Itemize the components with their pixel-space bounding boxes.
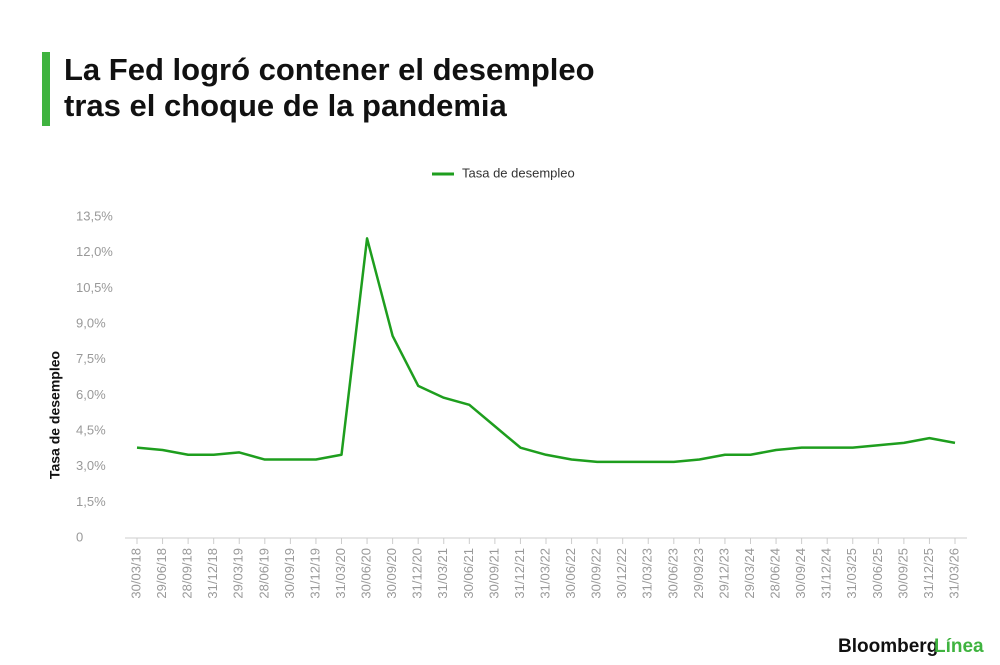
- x-tick-label: 30/09/25: [895, 548, 910, 599]
- y-tick-label: 7,5%: [76, 351, 106, 366]
- x-tick-label: 31/03/21: [435, 548, 450, 599]
- y-tick-label: 6,0%: [76, 387, 106, 402]
- x-tick-label: 31/12/18: [205, 548, 220, 599]
- x-tick-label: 28/06/24: [768, 548, 783, 599]
- x-tick-label: 29/03/19: [231, 548, 246, 599]
- x-tick-label: 29/03/24: [742, 548, 757, 599]
- source-logo: Bloomberg: [838, 636, 938, 657]
- x-tick-label: 31/12/21: [512, 548, 527, 599]
- x-tick-label: 30/09/22: [589, 548, 604, 599]
- x-tick-label: 30/09/19: [282, 548, 297, 599]
- x-tick-label: 30/03/18: [128, 548, 143, 599]
- y-tick-label: 9,0%: [76, 315, 106, 330]
- x-tick-label: 30/06/22: [563, 548, 578, 599]
- x-tick-label: 31/03/22: [537, 548, 552, 599]
- y-axis-label: Tasa de desempleo: [47, 351, 63, 479]
- x-tick-label: 28/09/18: [180, 548, 195, 599]
- legend-label: Tasa de desempleo: [462, 165, 575, 180]
- x-tick-label: 31/12/24: [819, 548, 834, 599]
- data-line: [136, 237, 956, 464]
- x-tick-label: 28/06/19: [256, 548, 271, 599]
- x-tick-label: 30/06/21: [461, 548, 476, 599]
- x-tick-label: 30/06/25: [870, 548, 885, 599]
- y-tick-label: 3,0%: [76, 458, 106, 473]
- x-tick-label: 31/12/20: [410, 548, 425, 599]
- x-tick-label: 29/06/18: [154, 548, 169, 599]
- y-tick-label: 10,5%: [76, 280, 113, 295]
- chart-title: La Fed logró contener el desempleo: [64, 52, 595, 87]
- x-tick-label: 31/12/19: [307, 548, 322, 599]
- y-tick-label: 1,5%: [76, 494, 106, 509]
- y-tick-label: 4,5%: [76, 422, 106, 437]
- x-tick-label: 31/12/25: [921, 548, 936, 599]
- x-tick-label: 31/03/25: [844, 548, 859, 599]
- x-tick-label: 30/06/20: [359, 548, 374, 599]
- y-tick-label: 0: [76, 529, 83, 544]
- chart-title: tras el choque de la pandemia: [64, 88, 508, 123]
- x-tick-label: 31/03/20: [333, 548, 348, 599]
- x-tick-label: 30/09/24: [793, 548, 808, 599]
- source-logo: Línea: [934, 636, 984, 657]
- x-tick-label: 30/12/22: [614, 548, 629, 599]
- x-tick-label: 31/03/23: [640, 548, 655, 599]
- x-tick-label: 29/12/23: [716, 548, 731, 599]
- x-tick-label: 30/09/20: [384, 548, 399, 599]
- y-tick-label: 13,5%: [76, 208, 113, 223]
- x-tick-label: 30/06/23: [665, 548, 680, 599]
- title-accent: [42, 52, 50, 126]
- x-tick-label: 30/09/21: [486, 548, 501, 599]
- x-tick-label: 29/09/23: [691, 548, 706, 599]
- x-tick-label: 31/03/26: [946, 548, 961, 599]
- y-tick-label: 12,0%: [76, 244, 113, 259]
